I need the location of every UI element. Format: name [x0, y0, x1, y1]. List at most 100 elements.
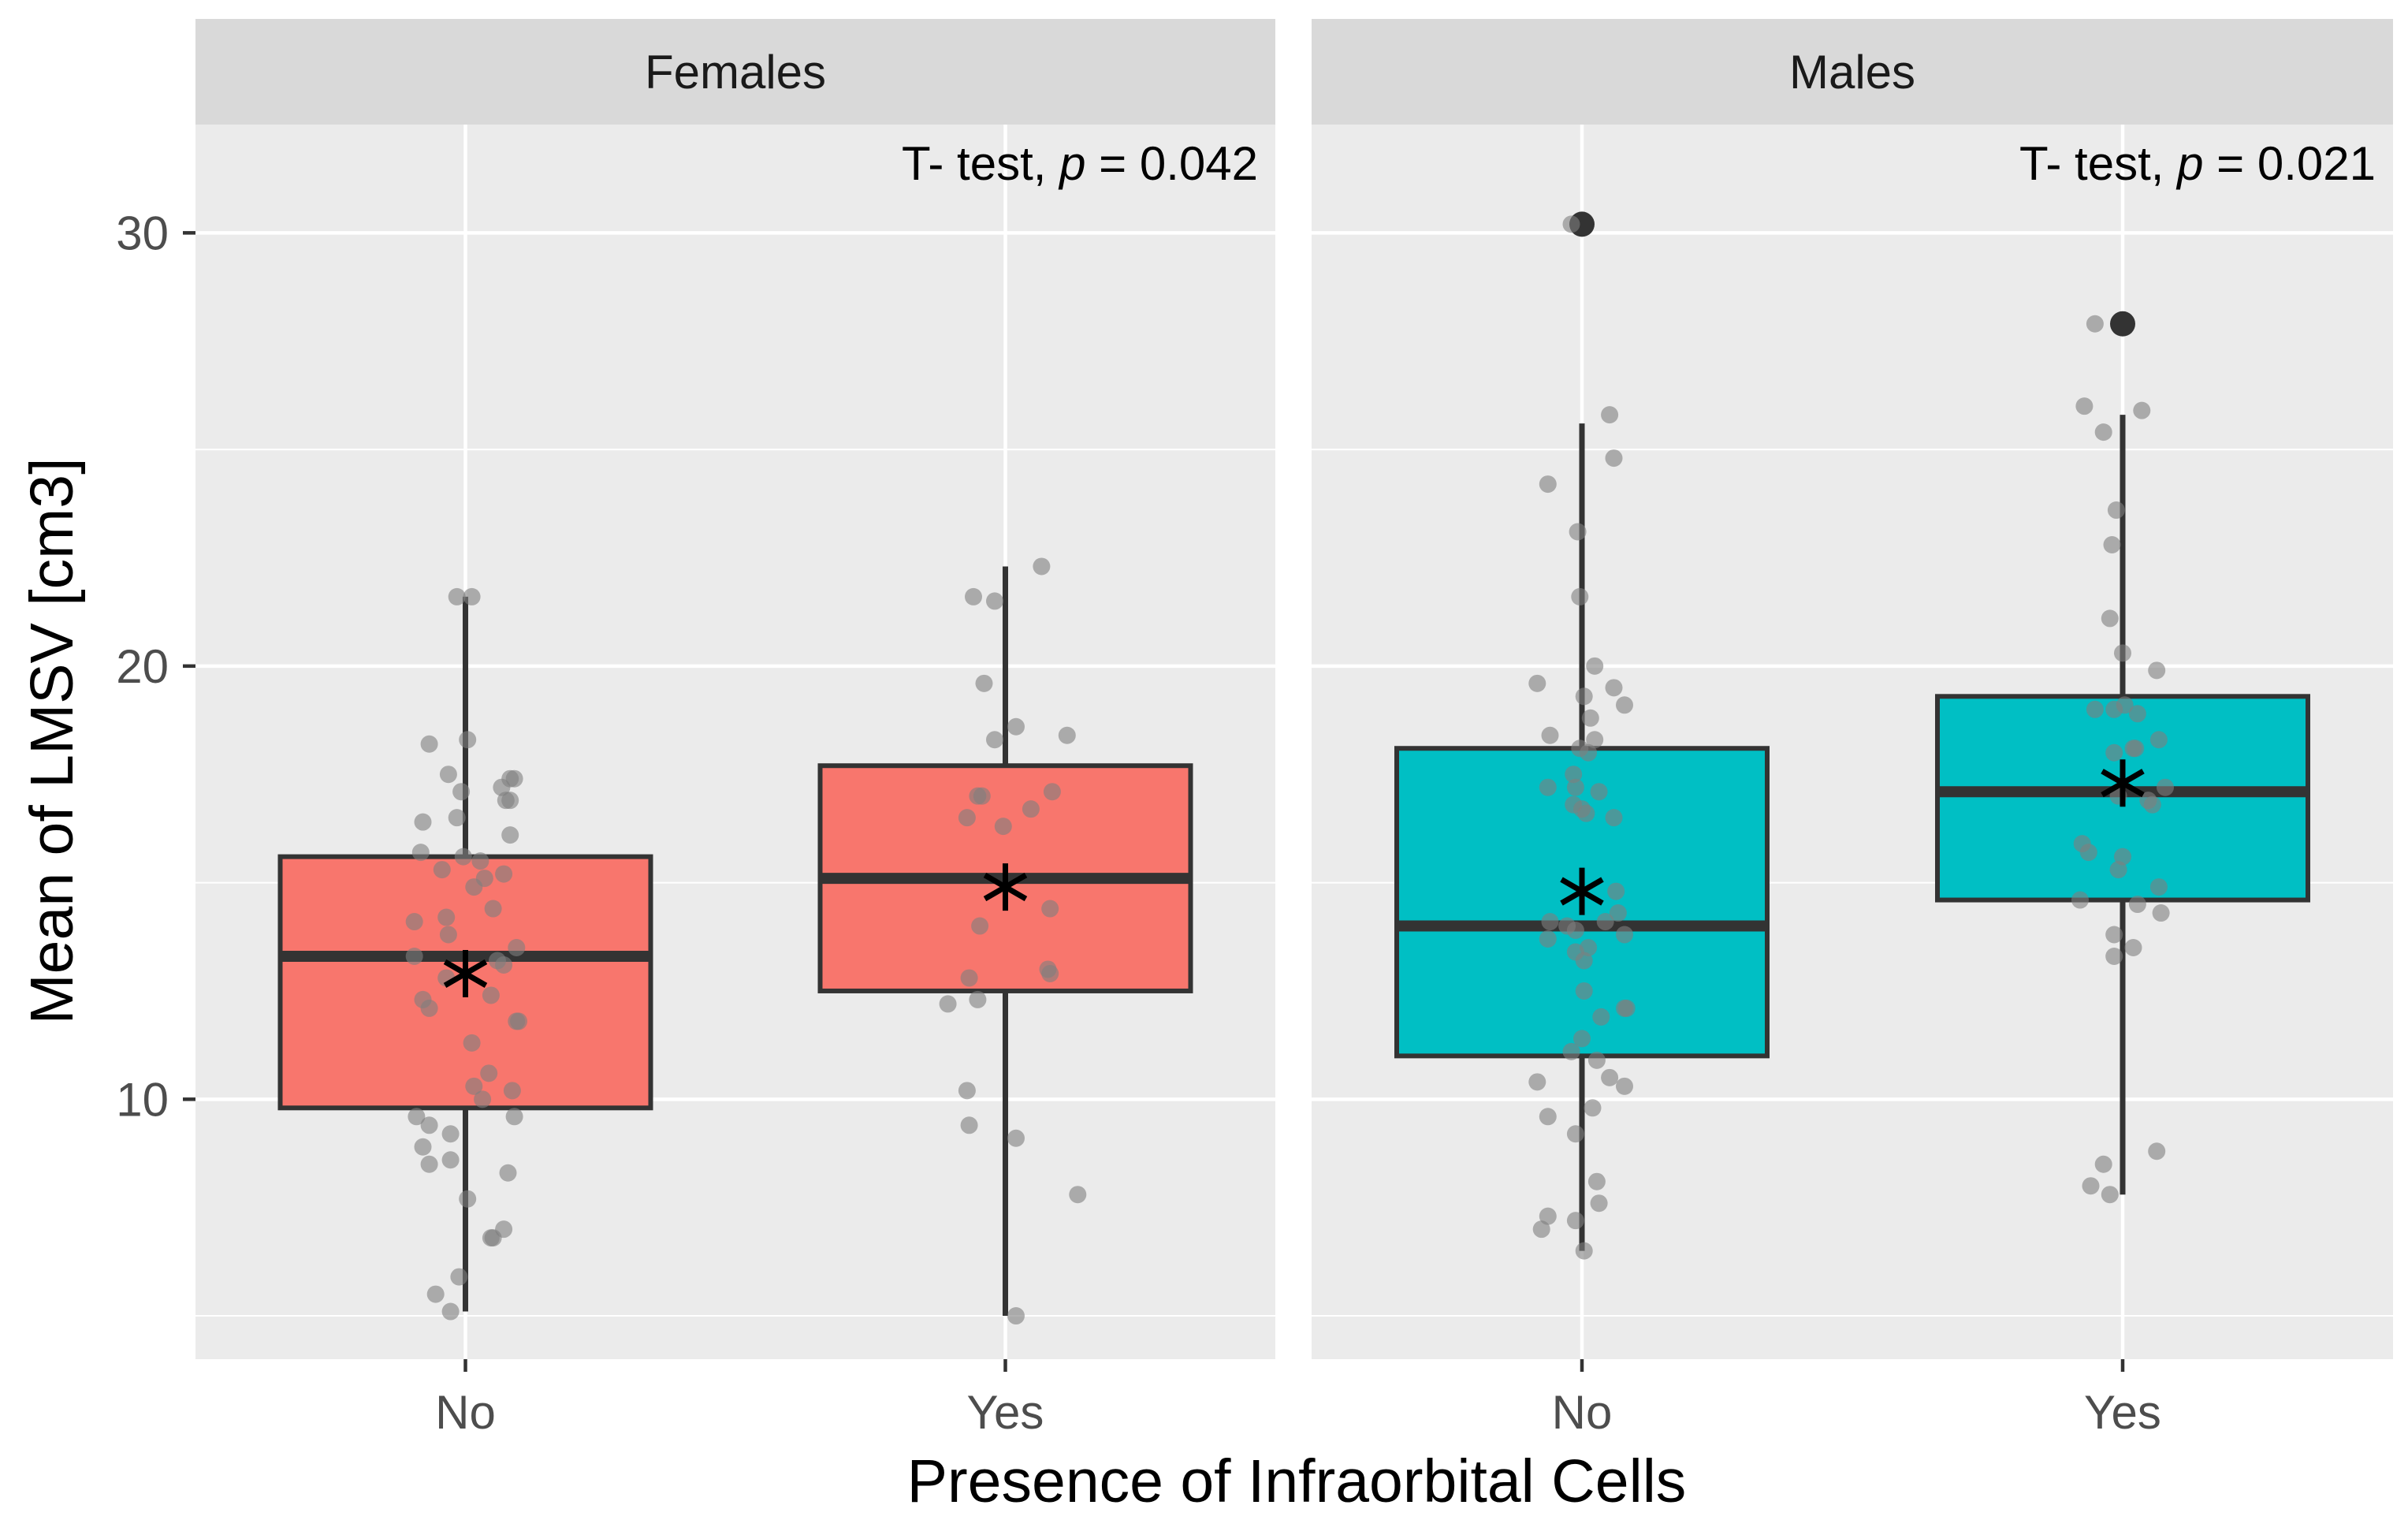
jitter-point: [1539, 1108, 1557, 1126]
jitter-point: [1528, 1073, 1546, 1091]
jitter-point: [1575, 952, 1593, 970]
mean-asterisk-stroke: [443, 959, 488, 988]
jitter-point: [1590, 783, 1608, 801]
jitter-point: [420, 1116, 438, 1134]
jitter-point: [1571, 587, 1589, 605]
jitter-point: [2101, 1186, 2119, 1204]
jitter-point: [508, 939, 526, 956]
x-tick-label: No: [1552, 1386, 1613, 1439]
y-tick-label: 20: [116, 640, 169, 693]
jitter-point: [1617, 999, 1636, 1017]
jitter-point: [441, 1151, 460, 1169]
jitter-point: [2107, 501, 2125, 520]
jitter-point: [1616, 696, 1633, 714]
jitter-point: [1565, 766, 1583, 784]
jitter-point: [420, 735, 438, 753]
jitter-point: [510, 1012, 527, 1030]
jitter-point: [452, 783, 471, 801]
mean-asterisk: [1560, 867, 1604, 915]
jitter-point: [1007, 717, 1025, 736]
jitter-point: [2133, 401, 2151, 419]
jitter-point: [2109, 861, 2127, 879]
jitter-point: [965, 587, 982, 605]
jitter-point: [426, 1285, 445, 1303]
jitter-point: [2157, 778, 2174, 796]
jitter-point: [505, 1108, 523, 1126]
facet-strip: [195, 19, 1275, 125]
x-tick-label: Yes: [967, 1386, 1044, 1439]
box-females-no: [277, 587, 653, 1321]
y-tick-label: 10: [116, 1073, 169, 1126]
jitter-point: [1575, 687, 1593, 706]
jitter-point: [2124, 939, 2142, 956]
facet-panel-males: Males T- test, p = 0.021 No Yes: [1312, 19, 2393, 1439]
jitter-point: [2079, 844, 2097, 862]
jitter-point: [958, 1082, 976, 1100]
jitter-point: [448, 809, 466, 827]
jitter-point: [1605, 449, 1623, 468]
jitter-point: [1539, 930, 1557, 948]
jitter-point: [969, 990, 987, 1008]
jitter-point: [2149, 878, 2168, 896]
jitter-point: [459, 731, 477, 749]
jitter-point: [474, 1090, 492, 1108]
jitter-point: [2094, 1155, 2112, 1173]
jitter-point: [495, 956, 513, 974]
jitter-point: [484, 900, 502, 918]
jitter-point: [2148, 661, 2166, 680]
facet-strip-label: Females: [645, 46, 826, 99]
jitter-point: [459, 1190, 477, 1208]
jitter-point: [501, 792, 519, 810]
jitter-point: [411, 844, 430, 862]
panel-background: [195, 125, 1275, 1359]
jitter-point: [482, 986, 500, 1004]
jitter-point: [1069, 1186, 1087, 1204]
jitter-point: [1586, 731, 1604, 749]
y-tick-label: 30: [116, 207, 169, 259]
jitter-point: [1058, 726, 1076, 744]
x-tick-label: Yes: [2084, 1386, 2161, 1439]
jitter-point: [2086, 315, 2104, 333]
jitter-point: [1566, 1212, 1584, 1230]
ttest-annotation: T- test, p = 0.021: [2019, 137, 2376, 190]
jitter-point: [2082, 1177, 2100, 1195]
jitter-point: [2148, 1142, 2166, 1160]
jitter-point: [2124, 740, 2142, 758]
jitter-point: [1592, 1008, 1610, 1026]
facet-strip: [1312, 19, 2393, 125]
jitter-point: [1043, 783, 1061, 801]
facet-strip-label: Males: [1789, 46, 1915, 99]
facet-panel-females: Females T- test, p = 0.042 No Yes: [195, 19, 1275, 1439]
jitter-point: [480, 1064, 498, 1082]
jitter-point: [503, 1082, 521, 1100]
jitter-point: [1587, 1051, 1606, 1069]
jitter-point: [441, 1125, 460, 1143]
jitter-point: [454, 848, 472, 866]
jitter-point: [1541, 726, 1559, 744]
jitter-point: [1575, 982, 1593, 1000]
mean-asterisk: [443, 949, 488, 997]
box-iqr: [1394, 746, 1770, 1059]
jitter-point: [505, 769, 523, 788]
jitter-point: [2086, 700, 2104, 718]
jitter-point: [420, 999, 438, 1017]
jitter-point: [1541, 913, 1559, 931]
jitter-point: [2105, 700, 2123, 718]
mean-asterisk-stroke: [2101, 769, 2145, 798]
jitter-point: [2101, 609, 2119, 628]
jitter-point: [463, 1034, 481, 1052]
jitter-point: [439, 766, 457, 784]
jitter-point: [1041, 964, 1059, 982]
jitter-point: [420, 1155, 438, 1173]
jitter-point: [1566, 922, 1584, 940]
jitter-point: [499, 1164, 517, 1182]
jitter-point: [1539, 778, 1557, 796]
jitter-point: [448, 587, 466, 605]
jitter-point: [1581, 709, 1599, 727]
box-females-yes: [817, 557, 1193, 1325]
jitter-point: [1609, 904, 1627, 922]
jitter-point: [1605, 809, 1623, 827]
jitter-point: [1590, 1194, 1608, 1213]
jitter-point: [1601, 1068, 1619, 1086]
jitter-point: [1007, 1307, 1025, 1325]
